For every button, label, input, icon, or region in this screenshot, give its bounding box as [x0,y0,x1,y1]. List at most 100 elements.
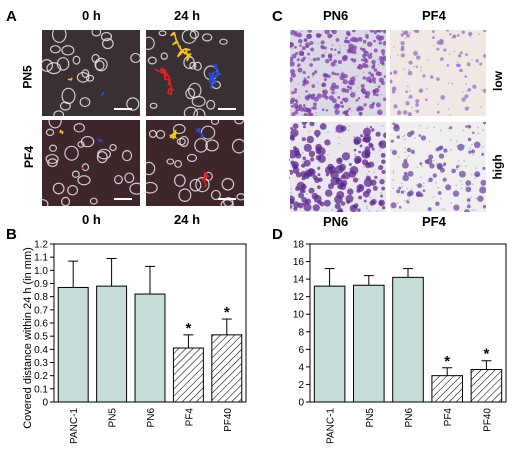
stained-cell [314,129,321,137]
migration-track [170,31,193,62]
stained-cell [400,45,405,49]
migration-track [97,138,103,143]
membrane-pore [450,139,453,141]
cell [176,137,186,146]
stained-cell [303,159,311,167]
stained-cell [322,72,328,78]
membrane-pore [464,144,467,147]
stained-cell [341,152,351,161]
stained-cell [378,41,383,45]
stained-cell [329,58,333,62]
membrane-pore [366,207,368,210]
stained-cell [337,96,341,99]
stained-cell [338,209,344,212]
membrane-pore [419,66,422,69]
membrane-pore [426,127,428,130]
panel-c-bottom-label-pn6: PN6 [323,214,349,229]
membrane-pore [356,75,359,78]
stained-cell [291,112,296,116]
cell [102,38,114,50]
membrane-pore [297,83,300,85]
stained-cell [360,58,364,62]
stained-cell [293,146,297,150]
membrane-pore [475,167,478,170]
stained-cell [318,177,323,182]
y-tick-label: 18 [293,240,305,251]
stained-cell [362,39,367,44]
membrane-pore [298,56,301,59]
x-tick-label: PANC-1 [326,408,337,444]
stained-cell [391,86,397,92]
membrane-pore [338,45,341,47]
stained-cell [313,70,318,74]
stained-cell [294,33,299,37]
stained-cell [442,177,447,182]
cell [52,182,65,195]
stained-cell [352,50,357,55]
y-tick-label: 0.1 [34,384,48,395]
stained-cell [379,179,385,185]
stained-cell [300,183,307,190]
stained-cell [315,143,323,151]
panel-b-letter: B [6,226,17,243]
cell [81,69,90,78]
stained-cell [429,163,435,169]
membrane-pore [408,90,411,92]
stained-cell [368,79,373,84]
membrane-pore [443,208,446,211]
stained-cell [304,42,310,48]
stained-cell [374,175,378,179]
membrane-pore [473,209,476,212]
stained-cell [479,186,486,194]
membrane-pore [451,82,454,85]
stained-cell [365,92,368,95]
membrane-pore [353,153,356,156]
membrane-pore [432,160,435,162]
stained-cell [335,165,344,174]
stained-cell [324,30,330,35]
chart-d: 0 2 4 6 8 10 12 14 16 18 PANC-1 PN5 PN6 * PF4 * PF40 [293,240,507,444]
stained-cell [368,142,373,147]
membrane-pore [350,90,353,92]
stained-cell [405,90,408,94]
stained-cell [396,189,401,194]
stained-cell [383,75,386,78]
stain-pf4-low [390,30,486,116]
stained-cell [298,192,305,199]
stained-cell [458,170,466,178]
stained-cell [452,190,460,197]
membrane-pore [390,56,391,58]
membrane-pore [352,135,355,138]
stained-cell [338,158,342,162]
cell [91,30,102,37]
stained-cell [407,170,414,177]
stained-cell [416,30,420,34]
stained-cell [390,139,394,143]
membrane-pore [368,209,371,212]
membrane-pore [483,207,486,210]
membrane-pore [408,69,410,71]
stained-cell [402,174,410,182]
membrane-pore [366,173,368,176]
micrograph-pn5-24h [146,30,244,116]
stained-cell [400,33,405,37]
stained-cell [317,166,321,170]
cell [166,158,175,165]
stained-cell [472,84,477,89]
stained-cell [418,88,424,93]
stained-cell [336,190,345,199]
cell [186,153,198,163]
stained-cell [381,53,385,56]
stained-cell [401,161,409,169]
stained-cell [313,96,319,102]
stained-cell [348,107,351,111]
stained-cell [371,102,376,106]
membrane-pore [459,164,462,167]
cell [61,196,71,206]
membrane-pore [465,83,468,86]
cell [45,128,55,137]
membrane-pore [476,126,479,129]
stained-cell [464,106,469,111]
stained-cell [373,80,376,84]
cell [42,58,53,72]
